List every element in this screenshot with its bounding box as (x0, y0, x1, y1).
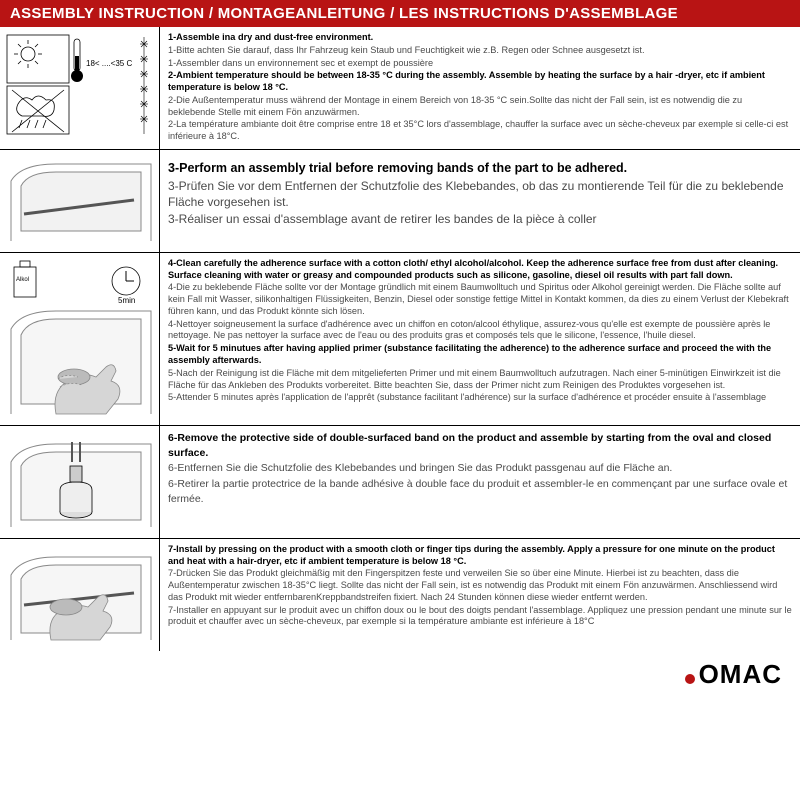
instruction-translation: 2-La température ambiante doit être comp… (168, 119, 792, 143)
section-2-text: 3-Perform an assembly trial before remov… (160, 150, 800, 252)
section-3-text: 4-Clean carefully the adherence surface … (160, 253, 800, 425)
instruction-translation: 3-Prüfen Sie vor dem Entfernen der Schut… (168, 178, 792, 210)
section-5-text: 7-Install by pressing on the product wit… (160, 539, 800, 651)
instruction-translation: 2-Die Außentemperatur muss während der M… (168, 95, 792, 119)
instruction-translation: 7-Installer en appuyant sur le produit a… (168, 605, 792, 629)
instruction-heading: 7-Install by pressing on the product wit… (168, 544, 792, 568)
instruction-translation: 6-Retirer la partie protectrice de la ba… (168, 477, 792, 506)
page-title: ASSEMBLY INSTRUCTION / MONTAGEANLEITUNG … (0, 0, 800, 27)
instruction-heading: 6-Remove the protective side of double-s… (168, 431, 792, 460)
instruction-heading: 4-Clean carefully the adherence surface … (168, 258, 792, 282)
instruction-translation: 4-Die zu beklebende Fläche sollte vor de… (168, 282, 792, 317)
temp-label: 18< ....<35 C (86, 59, 132, 68)
instruction-translation: 3-Réaliser un essai d'assemblage avant d… (168, 211, 792, 227)
instruction-translation: 5-Nach der Reinigung ist die Fläche mit … (168, 368, 792, 392)
environment-icon: 18< ....<35 C (6, 34, 153, 142)
instruction-heading: 5-Wait for 5 minutues after having appli… (168, 343, 792, 367)
pressing-icon (6, 545, 153, 645)
instruction-translation: 1-Bitte achten Sie darauf, dass Ihr Fahr… (168, 45, 792, 57)
instruction-heading: 2-Ambient temperature should be between … (168, 70, 792, 94)
footer: OMAC (0, 651, 800, 700)
instruction-translation: 6-Entfernen Sie die Schutzfolie des Kleb… (168, 461, 792, 476)
section-2-illustration (0, 150, 160, 252)
logo-text: OMAC (699, 659, 782, 690)
instruction-heading: 1-Assemble ina dry and dust-free environ… (168, 32, 792, 44)
instruction-heading: 3-Perform an assembly trial before remov… (168, 160, 792, 177)
instruction-translation: 7-Drücken Sie das Produkt gleichmäßig mi… (168, 568, 792, 603)
section-4-illustration (0, 426, 160, 538)
brand-logo: OMAC (685, 659, 782, 690)
section-3: Alkol 5min 4-Clean carefully the adheren… (0, 253, 800, 426)
bottle-label: Alkol (16, 277, 29, 283)
section-4: 6-Remove the protective side of double-s… (0, 426, 800, 539)
cleaning-icon: Alkol 5min (6, 259, 153, 419)
timer-label: 5min (118, 296, 135, 305)
primer-icon (6, 432, 153, 532)
section-1-illustration: 18< ....<35 C (0, 27, 160, 149)
instruction-translation: 1-Assembler dans un environnement sec et… (168, 58, 792, 70)
instruction-translation: 4-Nettoyer soigneusement la surface d'ad… (168, 319, 792, 343)
section-2: 3-Perform an assembly trial before remov… (0, 150, 800, 253)
section-5: 7-Install by pressing on the product wit… (0, 539, 800, 651)
car-window-icon (6, 156, 153, 246)
instruction-translation: 5-Attender 5 minutes après l'application… (168, 392, 792, 404)
section-1-text: 1-Assemble ina dry and dust-free environ… (160, 27, 800, 149)
logo-dot-icon (685, 674, 695, 684)
section-5-illustration (0, 539, 160, 651)
section-4-text: 6-Remove the protective side of double-s… (160, 426, 800, 538)
section-1: 18< ....<35 C 1-Assemble ina dry and dus… (0, 27, 800, 150)
section-3-illustration: Alkol 5min (0, 253, 160, 425)
